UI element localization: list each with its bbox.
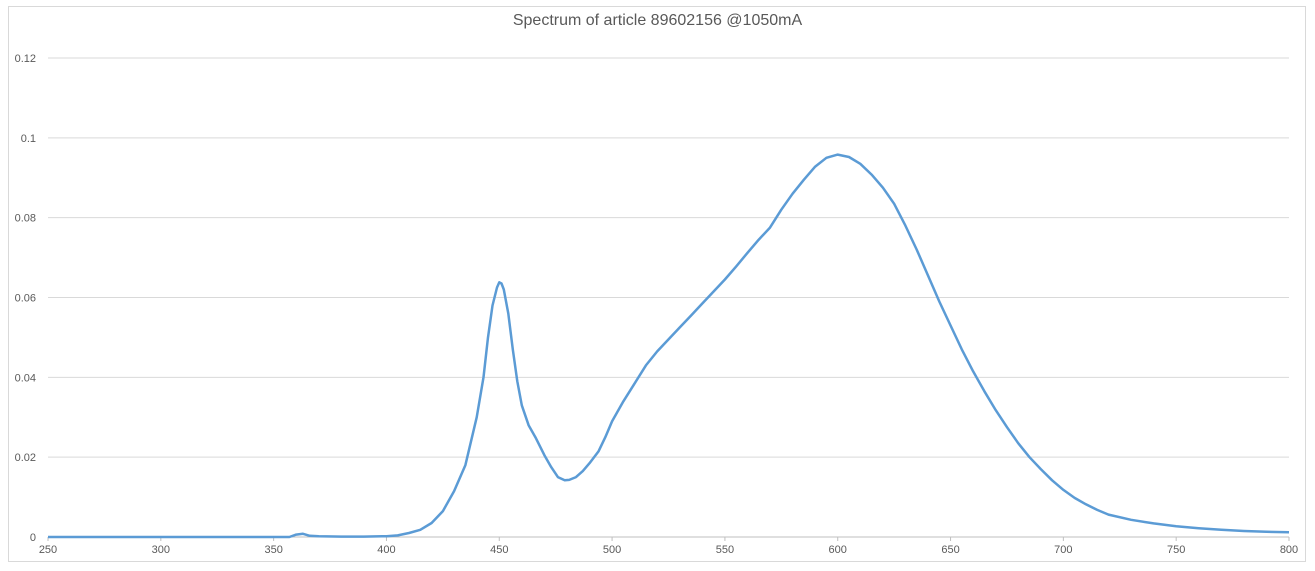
gridlines xyxy=(48,57,1289,538)
x-tick-label: 350 xyxy=(264,544,282,556)
x-tick-label: 600 xyxy=(829,544,847,556)
y-tick-label: 0.06 xyxy=(15,293,36,305)
y-tick-label: 0 xyxy=(30,532,36,544)
x-tick-label: 650 xyxy=(941,544,959,556)
y-tick-label: 0.02 xyxy=(15,452,36,464)
x-tick-label: 800 xyxy=(1280,544,1298,556)
x-tick-label: 550 xyxy=(716,544,734,556)
x-tick-label: 400 xyxy=(377,544,395,556)
x-tick-label: 300 xyxy=(152,544,170,556)
spectrum-series-line xyxy=(48,153,1290,539)
x-tick-label: 450 xyxy=(490,544,508,556)
x-tick-label: 750 xyxy=(1167,544,1185,556)
x-axis-ticks: 250 300 350 400 450 500 550 600 650 700 750 800 xyxy=(39,537,1298,556)
y-tick-label: 0.04 xyxy=(15,372,36,384)
x-tick-label: 500 xyxy=(603,544,621,556)
y-axis-ticks: 0 0.02 0.04 0.06 0.08 0.1 0.12 xyxy=(15,53,36,544)
y-tick-label: 0.1 xyxy=(21,133,36,145)
y-tick-label: 0.08 xyxy=(15,213,36,225)
chart-frame xyxy=(8,6,1306,562)
x-tick-label: 250 xyxy=(39,544,57,556)
chart-title: Spectrum of article 89602156 @1050mA xyxy=(512,12,803,29)
y-tick-label: 0.12 xyxy=(15,53,36,65)
x-tick-label: 700 xyxy=(1054,544,1072,556)
